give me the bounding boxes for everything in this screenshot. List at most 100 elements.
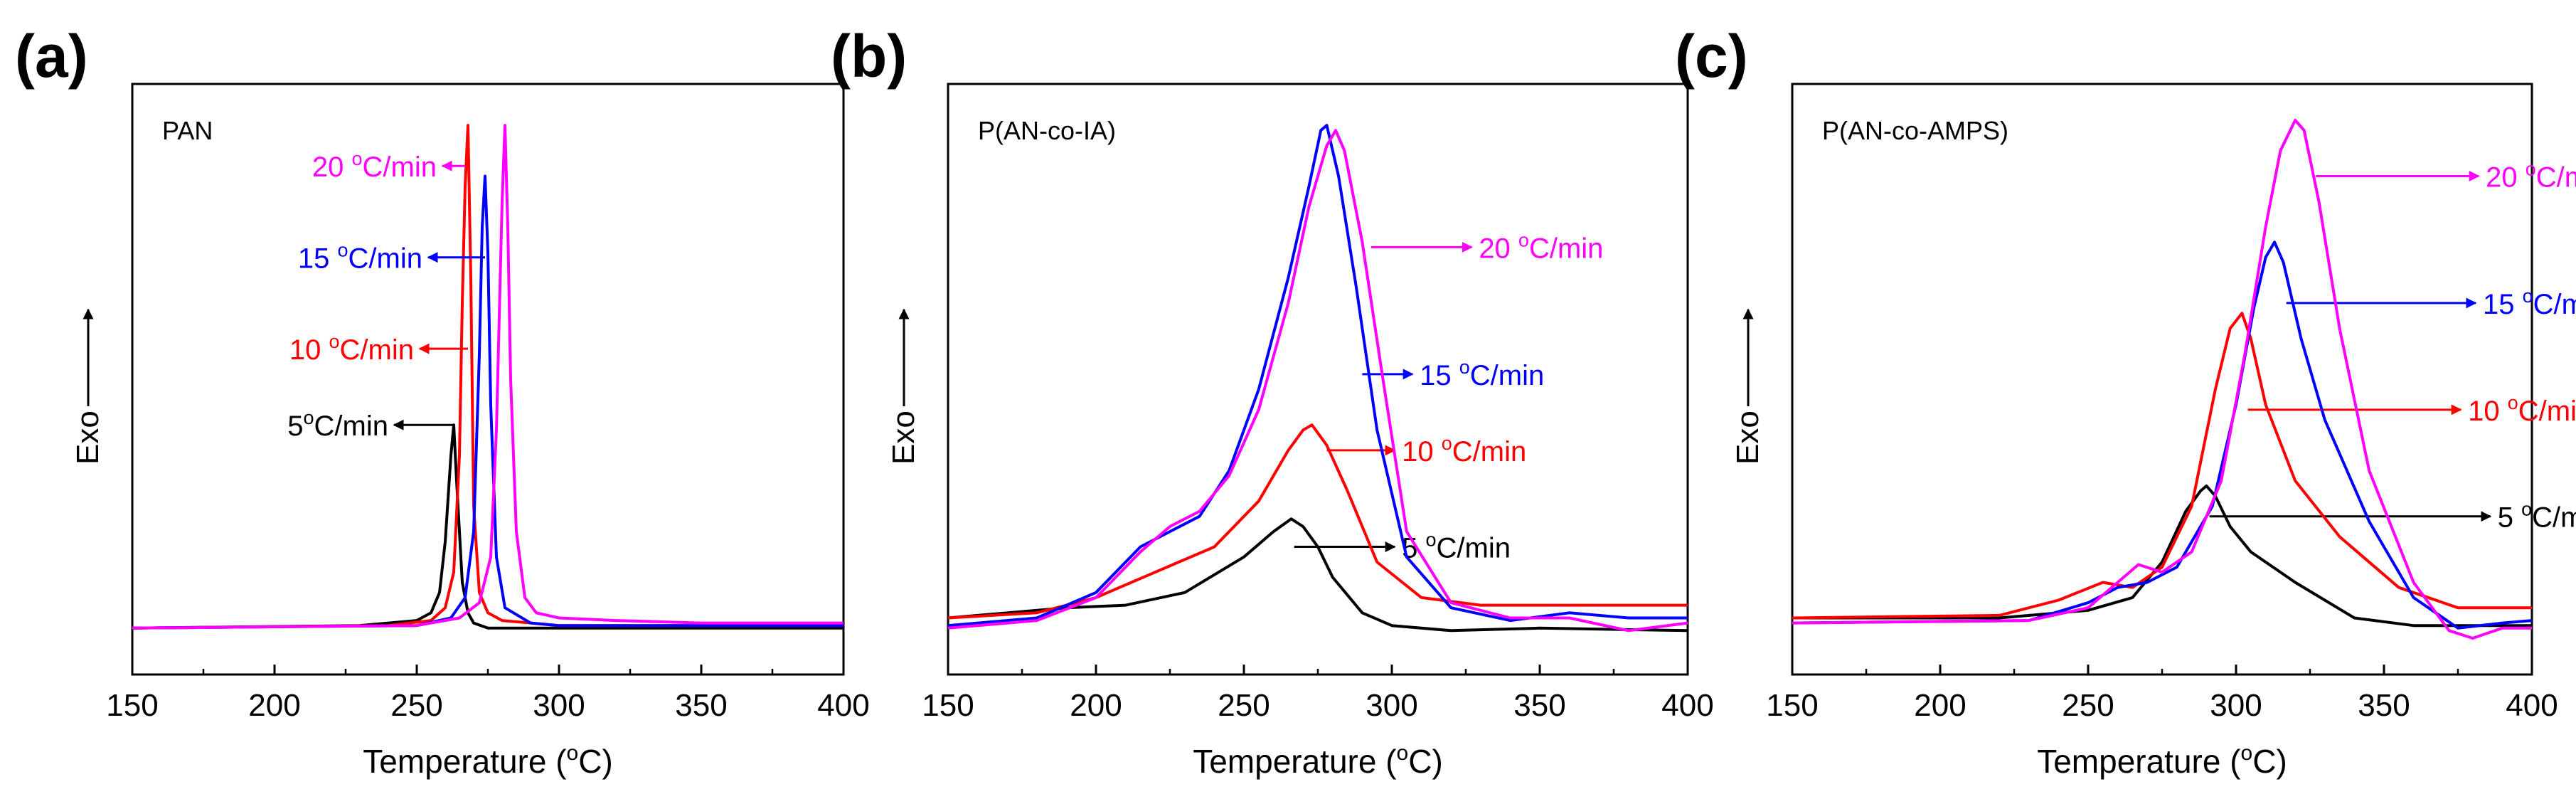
- series-label-unit-c-20: C/min: [2536, 162, 2576, 193]
- y-axis-label-group-b: Exo: [886, 308, 921, 465]
- series-label-degree-c-15: o: [2523, 285, 2533, 307]
- x-tick-label-c-400: 400: [2506, 688, 2558, 723]
- plot-frame-c: [1791, 83, 2533, 676]
- series-label-degree-a-10: o: [329, 331, 340, 352]
- series-label-b-5cmin: 5 oC/min: [1402, 529, 1511, 564]
- x-tick-label-c-300: 300: [2210, 688, 2262, 723]
- series-label-unit-b-10: C/min: [1452, 436, 1526, 467]
- x-tick-label-b-350: 350: [1513, 688, 1565, 723]
- series-label-degree-b-10: o: [1442, 433, 1452, 454]
- series-line-b-5cmin: [947, 517, 1688, 633]
- series-label-degree-a-15: o: [338, 240, 348, 261]
- x-tick-label-a-350: 350: [675, 688, 727, 723]
- series-label-a-5cmin: 5oC/min: [287, 407, 388, 442]
- y-axis-label-a: Exo: [70, 411, 105, 465]
- series-line-a-5cmin: [132, 423, 843, 630]
- x-tick-label-a-250: 250: [390, 688, 442, 723]
- series-label-degree-b-5: o: [1426, 529, 1437, 551]
- series-line-a-20cmin: [132, 124, 843, 630]
- x-axis-label-degree-b: o: [1397, 741, 1409, 765]
- series-label-rate-a-10: 10: [289, 334, 329, 366]
- series-label-degree-c-10: o: [2508, 392, 2518, 413]
- x-axis-label-a: Temperature (oC): [363, 741, 613, 780]
- x-axis-label-prefix-c: Temperature (: [2037, 743, 2241, 780]
- x-axis-label-suffix-b: C): [1408, 743, 1443, 780]
- series-label-unit-a-10: C/min: [340, 334, 414, 366]
- panel-b: (b) P(AN-co-IA) 150 200 250 300 350 400 Tempe…: [831, 23, 1714, 780]
- series-label-a-20cmin: 20 oC/min: [312, 148, 437, 183]
- series-line-b-15cmin: [947, 124, 1688, 628]
- series-line-b-20cmin: [947, 129, 1688, 633]
- series-label-unit-c-15: C/min: [2533, 289, 2576, 320]
- y-axis-label-group-c: Exo: [1730, 308, 1765, 465]
- x-tick-label-c-200: 200: [1914, 688, 1966, 723]
- series-label-b-10cmin: 10 oC/min: [1402, 433, 1526, 467]
- series-line-a-15cmin: [132, 174, 843, 630]
- series-line-c-5cmin: [1792, 484, 2532, 628]
- plot-frame-a: [131, 83, 845, 676]
- series-label-rate-a-5: 5: [287, 411, 303, 442]
- series-label-unit-b-5: C/min: [1437, 533, 1511, 564]
- panel-c: (c) P(AN-co-AMPS) 150 200 250 300 350 400 Tem…: [1675, 23, 2576, 780]
- series-label-unit-c-10: C/min: [2518, 396, 2576, 427]
- series-label-b-20cmin: 20 oC/min: [1479, 229, 1603, 264]
- series-label-degree-c-20: o: [2526, 158, 2536, 179]
- series-label-rate-c-20: 20: [2486, 162, 2526, 193]
- x-axis-label-prefix-a: Temperature (: [363, 743, 567, 780]
- series-label-a-15cmin: 15 oC/min: [298, 240, 422, 275]
- panel-title-a: PAN: [162, 116, 213, 145]
- x-axis-label-degree-c: o: [2241, 741, 2253, 765]
- x-tick-label-a-400: 400: [817, 688, 869, 723]
- x-tick-label-c-150: 150: [1766, 688, 1818, 723]
- series-label-rate-c-10: 10: [2468, 396, 2508, 427]
- x-tick-label-b-250: 250: [1218, 688, 1270, 723]
- series-label-c-20cmin: 20 oC/min: [2486, 158, 2576, 193]
- series-label-b-15cmin: 15 oC/min: [1420, 356, 1544, 391]
- series-line-b-10cmin: [947, 423, 1688, 620]
- series-label-c-15cmin: 15 oC/min: [2483, 285, 2576, 320]
- series-label-c-5cmin: 5 oC/min: [2498, 499, 2576, 534]
- series-label-unit-a-15: C/min: [348, 243, 422, 275]
- series-line-a-10cmin: [132, 124, 843, 630]
- x-tick-label-b-200: 200: [1070, 688, 1122, 723]
- x-axis-label-prefix-b: Temperature (: [1193, 743, 1397, 780]
- x-axis-label-degree-a: o: [567, 741, 579, 765]
- panel-label-a: (a): [15, 23, 88, 90]
- series-label-degree-c-5: o: [2521, 499, 2532, 520]
- panel-title-c: P(AN-co-AMPS): [1822, 116, 2008, 145]
- x-axis-c: 150 200 250 300 350 400: [1766, 665, 2558, 723]
- series-label-rate-c-15: 15: [2483, 289, 2523, 320]
- panel-title-b: P(AN-co-IA): [978, 116, 1116, 145]
- panel-a: (a) PAN 150 200 250 300 350 400 Temperature (…: [15, 23, 870, 780]
- series-label-rate-a-20: 20: [312, 152, 352, 183]
- series-line-c-20cmin: [1792, 119, 2532, 640]
- x-tick-label-b-150: 150: [922, 688, 974, 723]
- y-axis-label-group-a: Exo: [70, 308, 105, 465]
- x-axis-label-suffix-c: C): [2252, 743, 2287, 780]
- x-axis-b: 150 200 250 300 350 400: [922, 665, 1714, 723]
- series-label-rate-a-15: 15: [298, 243, 338, 275]
- series-label-rate-b-10: 10: [1402, 436, 1442, 467]
- series-label-rate-b-20: 20: [1479, 233, 1518, 264]
- series-label-rate-b-15: 15: [1420, 360, 1459, 391]
- panel-label-c: (c): [1675, 23, 1748, 90]
- x-tick-label-c-350: 350: [2358, 688, 2410, 723]
- series-label-unit-b-20: C/min: [1529, 233, 1603, 264]
- x-axis-a: 150 200 250 300 350 400: [106, 665, 870, 723]
- series-label-unit-a-5: C/min: [314, 411, 388, 442]
- x-axis-label-c: Temperature (oC): [2037, 741, 2287, 780]
- x-tick-label-a-300: 300: [533, 688, 585, 723]
- series-label-unit-c-5: C/min: [2532, 502, 2576, 534]
- x-axis-label-b: Temperature (oC): [1193, 741, 1443, 780]
- x-tick-label-b-400: 400: [1661, 688, 1713, 723]
- series-line-c-10cmin: [1792, 312, 2532, 620]
- x-tick-label-a-200: 200: [248, 688, 300, 723]
- series-label-degree-b-20: o: [1518, 229, 1529, 250]
- x-tick-label-a-150: 150: [106, 688, 158, 723]
- panel-label-b: (b): [831, 23, 907, 90]
- series-label-c-10cmin: 10 oC/min: [2468, 392, 2576, 427]
